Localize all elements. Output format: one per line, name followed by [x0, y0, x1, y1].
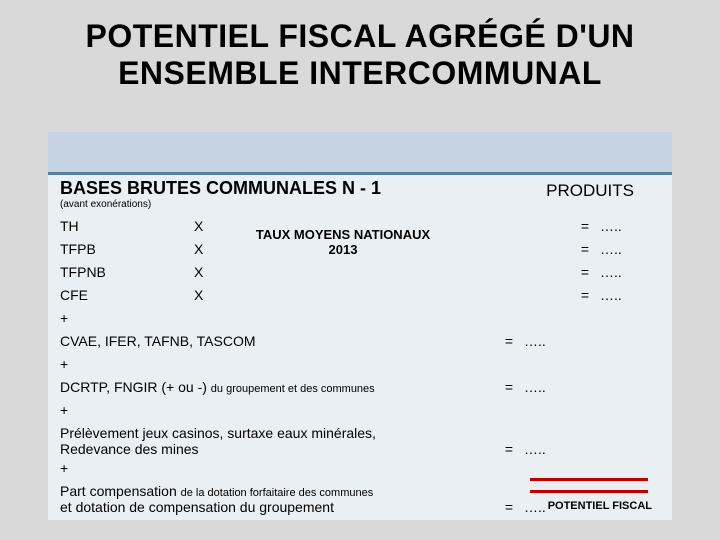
row-value: ….. [600, 218, 660, 234]
row-label: Part compensation de la dotation forfait… [60, 483, 494, 515]
eq-symbol: = [494, 499, 524, 515]
row-label: CVAE, IFER, TAFNB, TASCOM [60, 333, 494, 349]
produits-label: PRODUITS [546, 181, 634, 201]
eq-symbol: = [494, 333, 524, 349]
table-row: DCRTP, FNGIR (+ ou -) du groupement et d… [60, 379, 660, 399]
plus-row: + [60, 460, 660, 480]
plus-symbol: + [60, 460, 194, 476]
row-value: ….. [600, 264, 660, 280]
page-title: POTENTIEL FISCAL AGRÉGÉ D'UN ENSEMBLE IN… [0, 18, 720, 92]
row-main: Part compensation [60, 483, 181, 499]
row-value: ….. [524, 379, 584, 395]
row-value: ….. [524, 333, 584, 349]
eq-symbol: = [570, 218, 600, 234]
row-small: du groupement et des communes [211, 383, 375, 395]
panel-body: TH X = ….. TFPB X = ….. TFPNB X = ….. [60, 218, 660, 518]
row-label: DCRTP, FNGIR (+ ou -) du groupement et d… [60, 379, 494, 395]
row-label: TH [60, 218, 194, 234]
table-row: TFPB X = ….. [60, 241, 660, 261]
row-label: TFPNB [60, 264, 194, 280]
table-row: CVAE, IFER, TAFNB, TASCOM = ….. [60, 333, 660, 353]
eq-symbol: = [570, 241, 600, 257]
plus-row: + [60, 356, 660, 376]
content-panel: BASES BRUTES COMMUNALES N - 1 (avant exo… [48, 132, 672, 520]
subhead-note: (avant exonérations) [60, 199, 151, 210]
eq-symbol: = [494, 441, 524, 457]
plus-row: + [60, 402, 660, 422]
red-divider-bottom [530, 490, 648, 493]
table-row: TFPNB X = ….. [60, 264, 660, 284]
red-divider-top [530, 478, 648, 481]
table-row: TH X = ….. [60, 218, 660, 238]
row-value: ….. [524, 441, 584, 457]
eq-symbol: = [494, 379, 524, 395]
plus-symbol: + [60, 356, 194, 372]
x-symbol: X [194, 264, 224, 280]
x-symbol: X [194, 241, 224, 257]
row-value: ….. [600, 241, 660, 257]
panel-header-bar [48, 132, 672, 175]
x-symbol: X [194, 287, 224, 303]
slide: POTENTIEL FISCAL AGRÉGÉ D'UN ENSEMBLE IN… [0, 0, 720, 540]
eq-symbol: = [570, 264, 600, 280]
row-label: Prélèvement jeux casinos, surtaxe eaux m… [60, 425, 494, 457]
eq-symbol: = [570, 287, 600, 303]
footer-label: POTENTIEL FISCAL [548, 500, 652, 512]
table-row: Prélèvement jeux casinos, surtaxe eaux m… [60, 425, 660, 457]
title-line-1: POTENTIEL FISCAL AGRÉGÉ D'UN [85, 18, 634, 54]
plus-symbol: + [60, 310, 194, 326]
title-line-2: ENSEMBLE INTERCOMMUNAL [118, 55, 602, 91]
subhead: BASES BRUTES COMMUNALES N - 1 [60, 178, 381, 199]
row-value: ….. [600, 287, 660, 303]
plus-row: + [60, 310, 660, 330]
x-symbol: X [194, 218, 224, 234]
row-label: TFPB [60, 241, 194, 257]
row-main2: et dotation de compensation du groupemen… [60, 499, 334, 515]
row-label: CFE [60, 287, 194, 303]
row-small: de la dotation forfaitaire des communes [181, 487, 374, 499]
plus-symbol: + [60, 402, 194, 418]
table-row: CFE X = ….. [60, 287, 660, 307]
row-main: DCRTP, FNGIR (+ ou -) [60, 379, 211, 395]
